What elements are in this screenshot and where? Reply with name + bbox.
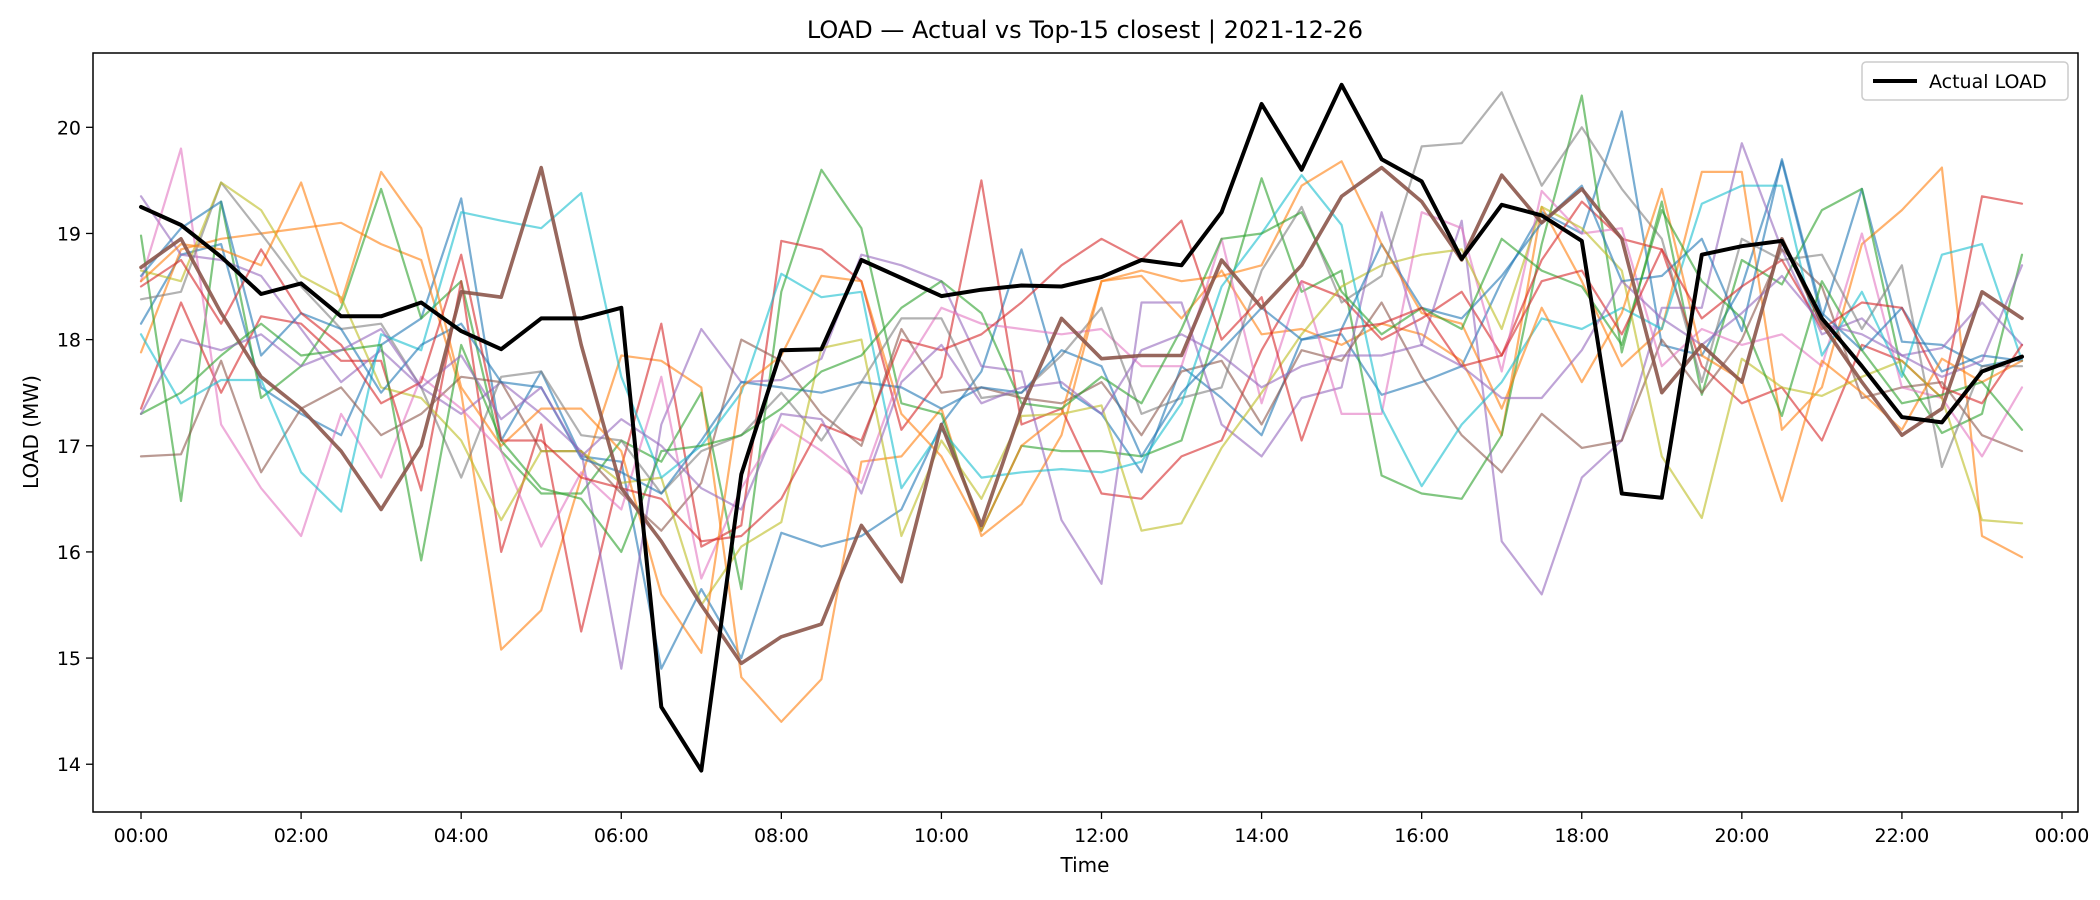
series-line-16 — [139, 165, 2024, 666]
x-tick-label: 22:00 — [1875, 825, 1930, 847]
y-tick-label: 17 — [57, 436, 81, 458]
x-tick-label: 14:00 — [1234, 825, 1289, 847]
x-tick-label: 16:00 — [1394, 825, 1449, 847]
x-tick-label: 12:00 — [1074, 825, 1129, 847]
y-tick-label: 15 — [57, 648, 81, 670]
series-line-1 — [139, 110, 2024, 670]
y-tick-label: 14 — [57, 754, 81, 776]
y-tick-label: 18 — [57, 330, 81, 352]
series-line-14 — [139, 219, 2024, 543]
x-tick-label: 10:00 — [914, 825, 969, 847]
legend: Actual LOAD — [1861, 61, 2069, 101]
x-tick-label: 20:00 — [1714, 825, 1769, 847]
plot-frame — [92, 52, 2079, 813]
y-tick-label: 20 — [57, 117, 81, 139]
series-line-8 — [139, 91, 2024, 495]
series-line-9 — [139, 181, 2024, 607]
x-tick-label: 06:00 — [594, 825, 649, 847]
x-axis: 00:00 02:00 04:00 06:00 08:00 10:00 12:00 14:00… — [114, 812, 2090, 847]
actual-layer — [139, 82, 2024, 773]
y-axis-label: LOAD (MW) — [19, 375, 43, 489]
y-axis: 14 15 16 17 18 19 20 — [57, 117, 93, 776]
series-line-10 — [139, 174, 2024, 513]
series-line-15 — [139, 264, 2024, 511]
legend-box — [1861, 61, 2069, 101]
x-tick-label: 04:00 — [434, 825, 489, 847]
series-line-5 — [139, 142, 2024, 670]
x-tick-label: 02:00 — [274, 825, 329, 847]
x-axis-label: Time — [1060, 853, 1110, 877]
series-line-13 — [139, 209, 2024, 562]
legend-label-actual: Actual LOAD — [1929, 71, 2047, 93]
x-tick-label: 00:00 — [2035, 825, 2090, 847]
x-tick-label: 08:00 — [754, 825, 809, 847]
x-tick-label: 18:00 — [1554, 825, 1609, 847]
actual-load-line — [139, 82, 2024, 773]
x-tick-label: 00:00 — [114, 825, 169, 847]
y-tick-label: 16 — [57, 542, 81, 564]
chart-title: LOAD — Actual vs Top-15 closest | 2021-1… — [807, 16, 1363, 44]
y-tick-label: 19 — [57, 223, 81, 245]
